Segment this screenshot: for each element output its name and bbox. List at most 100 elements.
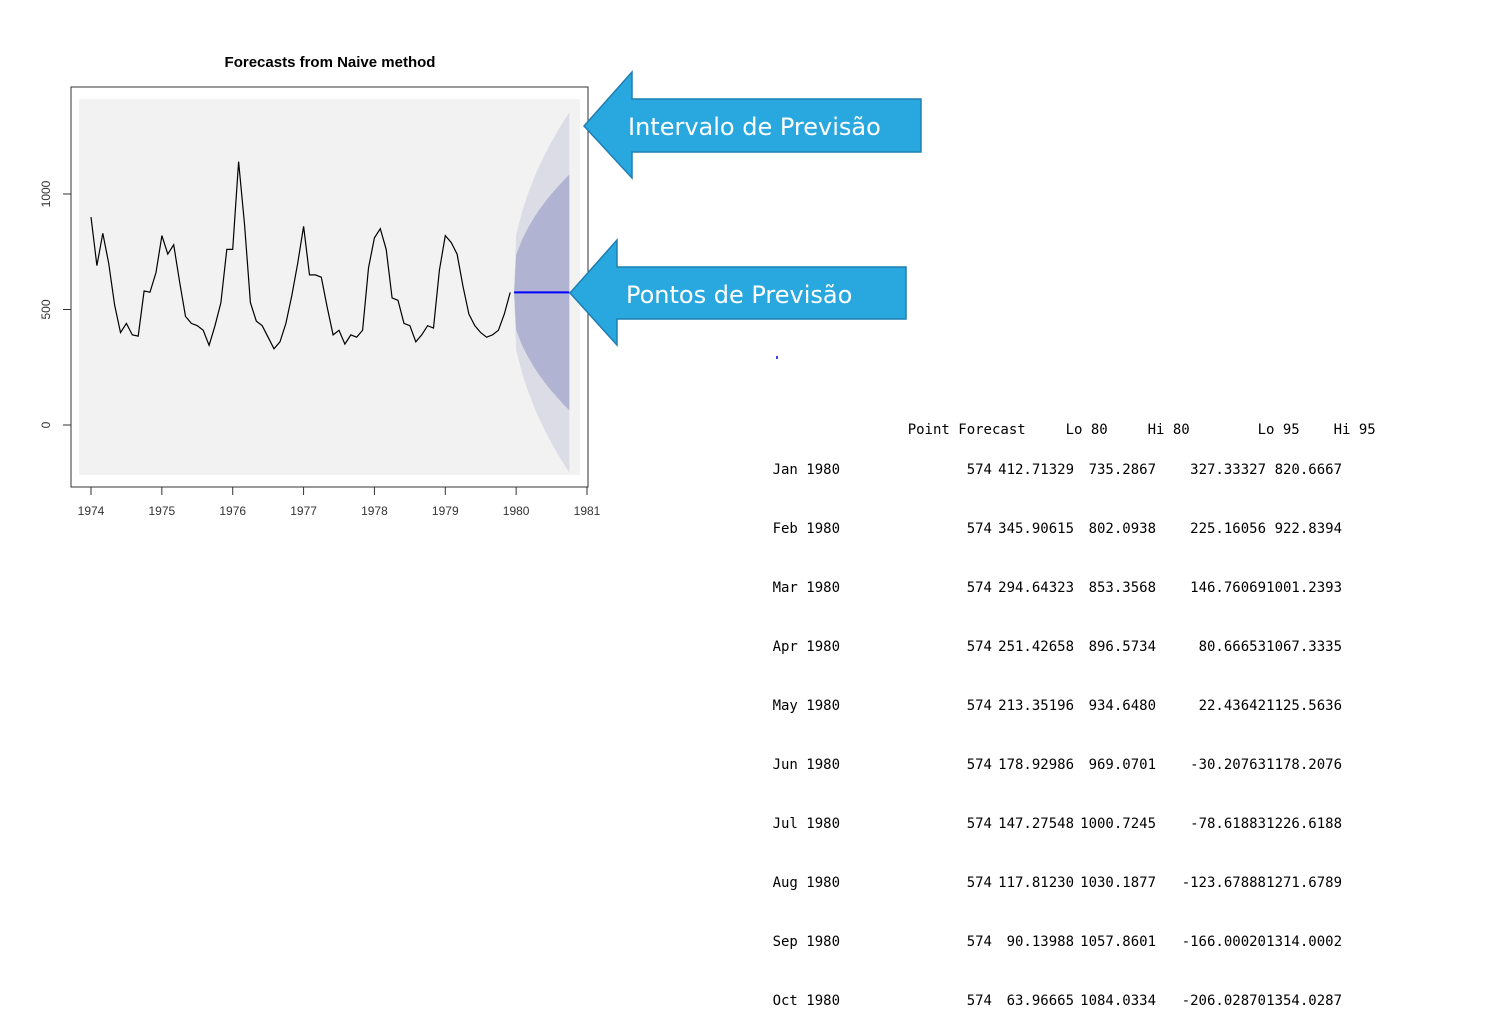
- chart-title: Forecasts from Naive method: [225, 54, 436, 71]
- points-callout-arrow: [568, 238, 907, 347]
- interval-callout-label: Intervalo de Previsão: [628, 113, 881, 141]
- points-callout: Pontos de Previsão: [568, 238, 907, 347]
- forecast-chart: Forecasts from Naive method 1974 1975 1976…: [39, 54, 922, 518]
- table-row: May 1980 574 213.35196 934.6480 22.436421125…: [752, 697, 1376, 717]
- table-cell: 147.27548: [998, 816, 1074, 833]
- table-cell: Sep 1980: [772, 934, 840, 951]
- table-cell: 1084.0334: [1080, 993, 1156, 1010]
- table-row: Jan 1980 574 412.71329 735.2867 327.33327 820…: [752, 461, 1376, 481]
- table-cell: 1354.0287: [1266, 993, 1342, 1010]
- table-cell: 1057.8601: [1080, 934, 1156, 951]
- x-tick-label: 1978: [361, 504, 388, 518]
- x-tick-label: 1976: [219, 504, 246, 518]
- table-cell: 1067.3335: [1266, 638, 1342, 655]
- table-cell: 853.3568: [1088, 579, 1156, 596]
- table-cell: Mar 1980: [772, 579, 840, 596]
- table-cell: 1030.1877: [1080, 875, 1156, 892]
- table-cell: 574: [966, 993, 992, 1010]
- table-header-cell: Hi 80: [1147, 422, 1190, 439]
- table-cell: 345.90615: [998, 520, 1074, 537]
- table-header-cell: Lo 95: [1257, 422, 1300, 439]
- table-cell: Apr 1980: [772, 638, 840, 655]
- table-cell: 574: [966, 579, 992, 596]
- table-row: Jul 1980 574 147.27548 1000.7245 -78.6188312…: [752, 815, 1376, 835]
- table-cell: Aug 1980: [772, 875, 840, 892]
- table-cell: 117.81230: [998, 875, 1074, 892]
- table-cell: 574: [966, 638, 992, 655]
- table-row: Oct 1980 574 63.96665 1084.0334 -206.0287013…: [752, 992, 1376, 1012]
- table-cell: Oct 1980: [772, 993, 840, 1010]
- table-header-cell: Point Forecast: [907, 422, 1026, 439]
- table-header-row: Point Forecast Lo 80 Hi 80 Lo 95 Hi 95: [752, 401, 1376, 438]
- table-cell: -166.00020: [1181, 934, 1266, 951]
- table-row: Aug 1980 574 117.81230 1030.1877 -123.678881…: [752, 874, 1376, 894]
- x-tick-label: 1979: [432, 504, 459, 518]
- table-row: Apr 1980 574 251.42658 896.5734 80.666531067…: [752, 638, 1376, 658]
- table-cell: 820.6667: [1274, 461, 1342, 478]
- x-tick-label: 1977: [290, 504, 317, 518]
- table-cell: 574: [966, 461, 992, 478]
- table-cell: 802.0938: [1088, 520, 1156, 537]
- table-cell: Jan 1980: [772, 461, 840, 478]
- table-cell: -123.67888: [1181, 875, 1266, 892]
- blue-dot-mark: [776, 356, 778, 359]
- table-cell: 1001.2393: [1266, 579, 1342, 596]
- table-cell: Jun 1980: [772, 756, 840, 773]
- table-cell: Feb 1980: [772, 520, 840, 537]
- table-cell: -78.61883: [1190, 816, 1266, 833]
- table-cell: 146.76069: [1190, 579, 1266, 596]
- y-tick-label: 0: [39, 421, 53, 428]
- table-cell: 735.2867: [1088, 461, 1156, 478]
- plot-content: [79, 99, 580, 475]
- table-cell: 1000.7245: [1080, 816, 1156, 833]
- table-header-cell: Lo 80: [1065, 422, 1108, 439]
- table-cell: Jul 1980: [772, 816, 840, 833]
- table-cell: 251.42658: [998, 638, 1074, 655]
- table-cell: 327.33327: [1190, 461, 1266, 478]
- x-tick-label: 1981: [574, 504, 601, 518]
- table-cell: 922.8394: [1274, 520, 1342, 537]
- table-cell: 1178.2076: [1266, 756, 1342, 773]
- table-cell: 574: [966, 520, 992, 537]
- table-cell: 90.13988: [1006, 934, 1074, 951]
- points-callout-label: Pontos de Previsão: [626, 281, 852, 309]
- y-tick-label: 1000: [39, 180, 53, 207]
- table-row: Feb 1980 574 345.90615 802.0938 225.16056 922…: [752, 520, 1376, 540]
- table-cell: 80.66653: [1198, 638, 1266, 655]
- table-cell: 178.92986: [998, 756, 1074, 773]
- table-cell: 574: [966, 756, 992, 773]
- table-cell: 574: [966, 934, 992, 951]
- table-cell: 1125.5636: [1266, 697, 1342, 714]
- table-cell: 969.0701: [1088, 756, 1156, 773]
- table-row: Jun 1980 574 178.92986 969.0701 -30.20763117…: [752, 756, 1376, 776]
- table-cell: 574: [966, 697, 992, 714]
- table-cell: May 1980: [772, 697, 840, 714]
- interval-callout-arrow: [582, 70, 922, 180]
- table-cell: 574: [966, 875, 992, 892]
- table-row: Sep 1980 574 90.13988 1057.8601 -166.0002013…: [752, 933, 1376, 953]
- plot-background: [79, 99, 580, 475]
- x-axis: 1974 1975 1976 1977 1978 1979 1980 1981: [78, 486, 601, 518]
- interval-callout: Intervalo de Previsão: [582, 70, 922, 180]
- x-tick-label: 1980: [503, 504, 530, 518]
- table-cell: 63.96665: [1006, 993, 1074, 1010]
- table-header-cell: Hi 95: [1333, 422, 1376, 439]
- history-line: [90, 161, 511, 350]
- table-cell: -206.02870: [1181, 993, 1266, 1010]
- y-axis: 0 500 1000: [39, 180, 72, 428]
- table-row: Mar 1980 574 294.64323 853.3568 146.76069100…: [752, 579, 1376, 599]
- table-cell: 1314.0002: [1266, 934, 1342, 951]
- table-cell: 934.6480: [1088, 697, 1156, 714]
- forecast-table: Point Forecast Lo 80 Hi 80 Lo 95 Hi 95 Jan 1…: [752, 362, 1376, 1032]
- table-cell: 1271.6789: [1266, 875, 1342, 892]
- table-cell: -30.20763: [1190, 756, 1266, 773]
- table-cell: 412.71329: [998, 461, 1074, 478]
- table-cell: 213.35196: [998, 697, 1074, 714]
- table-cell: 225.16056: [1190, 520, 1266, 537]
- y-tick-label: 500: [39, 299, 53, 319]
- x-tick-label: 1974: [78, 504, 105, 518]
- x-tick-label: 1975: [149, 504, 176, 518]
- table-cell: 574: [966, 816, 992, 833]
- table-cell: 896.5734: [1088, 638, 1156, 655]
- table-cell: 1226.6188: [1266, 816, 1342, 833]
